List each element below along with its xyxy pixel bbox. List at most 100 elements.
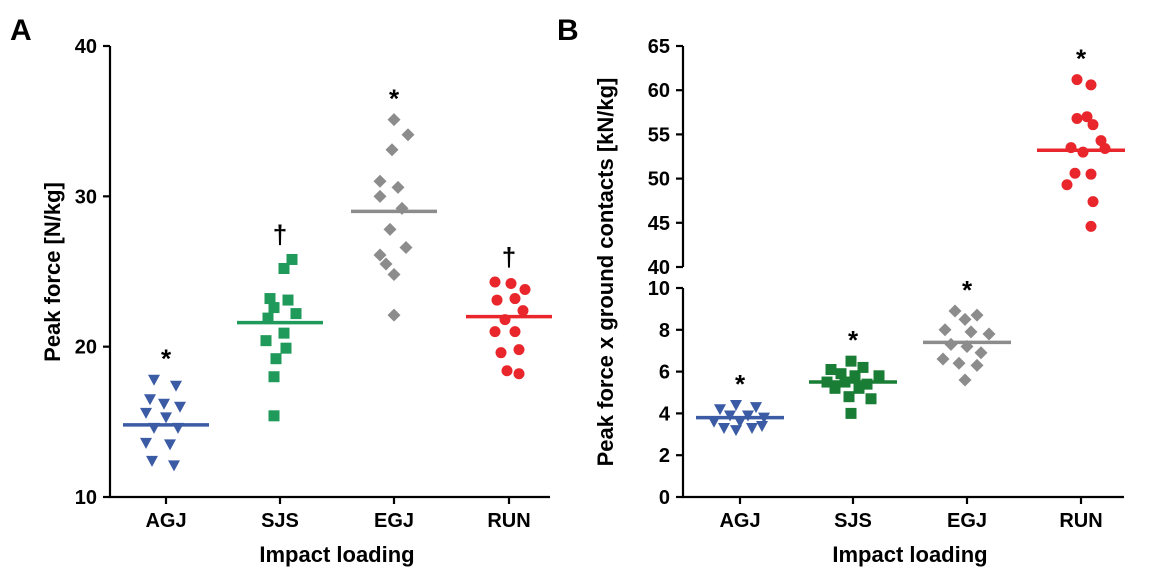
b-point-agj <box>730 400 742 412</box>
b-point-sjs <box>853 382 865 394</box>
a-point-sjs <box>290 308 302 320</box>
a-point-agj <box>170 380 182 392</box>
a-point-egj <box>373 189 387 203</box>
b-point-run <box>1071 74 1083 86</box>
b-point-egj <box>970 308 984 322</box>
a-significance-run: † <box>502 242 516 272</box>
a-point-sjs <box>262 312 274 324</box>
a-point-agj <box>172 422 184 434</box>
b-point-egj <box>982 327 996 341</box>
a-point-egj <box>385 143 399 157</box>
b-category-label-agj: AGJ <box>719 510 760 532</box>
panel-a-x-axis-title: Impact loading <box>259 542 414 567</box>
b-significance-egj: * <box>962 275 973 305</box>
b-lower-y-tick-label: 4 <box>659 403 671 425</box>
a-point-run <box>519 284 531 296</box>
b-point-egj <box>958 312 972 326</box>
a-point-egj <box>395 201 409 215</box>
a-y-tick-label: 40 <box>75 36 97 58</box>
a-point-run <box>509 326 521 338</box>
b-point-run <box>1099 143 1111 155</box>
b-lower-y-tick-label: 0 <box>659 487 670 509</box>
b-point-run <box>1085 168 1097 180</box>
a-point-run <box>491 294 503 306</box>
b-point-run <box>1085 220 1097 232</box>
b-lower-y-tick-label: 10 <box>648 278 670 300</box>
b-point-sjs <box>861 378 873 390</box>
panel-a: A 10 20 30 40 AGJ SJS EGJ RUN * † * † Peak force … <box>10 14 552 567</box>
b-point-egj <box>952 356 966 370</box>
b-point-sjs <box>843 391 855 403</box>
b-point-run <box>1085 79 1097 91</box>
b-point-sjs <box>825 364 837 376</box>
b-point-run <box>1061 179 1073 191</box>
b-point-sjs <box>857 361 869 373</box>
b-point-run <box>1071 112 1083 124</box>
panel-a-y-axis-title: Peak force [N/kg] <box>40 182 65 362</box>
b-point-sjs <box>845 407 857 419</box>
a-point-agj <box>140 407 152 419</box>
b-point-run <box>1069 167 1081 179</box>
b-point-agj <box>742 410 754 422</box>
b-point-egj <box>964 325 978 339</box>
b-point-agj <box>734 416 746 428</box>
b-upper-y-tick-label: 45 <box>648 213 670 235</box>
b-point-egj <box>960 340 974 354</box>
a-y-tick-label: 10 <box>75 487 97 509</box>
a-point-run <box>499 314 511 326</box>
b-upper-y-tick-label: 50 <box>648 169 670 191</box>
b-significance-run: * <box>1076 44 1087 74</box>
b-point-agj <box>708 416 720 428</box>
b-point-run <box>1087 119 1099 131</box>
b-point-sjs <box>873 370 885 382</box>
a-point-agj <box>146 455 158 467</box>
a-point-run <box>501 365 513 377</box>
a-point-sjs <box>268 410 280 422</box>
b-point-egj <box>974 346 988 360</box>
b-category-label-egj: EGJ <box>947 510 987 532</box>
b-point-agj <box>718 423 730 435</box>
a-category-label-egj: EGJ <box>374 510 414 532</box>
a-significance-egj: * <box>389 84 400 114</box>
a-point-agj <box>144 394 156 406</box>
b-point-egj <box>948 304 962 318</box>
b-upper-y-tick-label: 65 <box>648 36 670 58</box>
a-point-agj <box>140 437 152 449</box>
a-point-run <box>513 368 525 380</box>
a-point-egj <box>379 257 393 271</box>
panel-b-y-axis-title: Peak force x ground contacts [kN/kg] <box>593 78 618 467</box>
b-point-agj <box>746 423 758 435</box>
a-point-sjs <box>270 353 282 365</box>
b-point-agj <box>750 402 762 414</box>
b-point-agj <box>714 404 726 416</box>
a-point-sjs <box>260 335 272 347</box>
a-point-agj <box>168 460 180 472</box>
a-point-egj <box>391 180 405 194</box>
b-point-egj <box>936 352 950 366</box>
a-point-agj <box>174 401 186 413</box>
b-point-sjs <box>845 355 857 367</box>
b-point-run <box>1087 196 1099 208</box>
a-point-agj <box>164 439 176 451</box>
b-point-egj <box>970 358 984 372</box>
b-point-run <box>1065 142 1077 154</box>
b-lower-y-tick-label: 8 <box>659 320 670 342</box>
b-lower-y-tick-label: 6 <box>659 362 670 384</box>
a-point-sjs <box>278 327 290 339</box>
a-point-egj <box>387 113 401 127</box>
b-point-sjs <box>829 382 841 394</box>
b-category-label-sjs: SJS <box>834 510 872 532</box>
b-category-label-run: RUN <box>1059 510 1102 532</box>
a-significance-sjs: † <box>273 219 287 249</box>
b-lower-y-tick-label: 2 <box>659 445 670 467</box>
b-point-agj <box>724 410 736 422</box>
b-point-egj <box>938 323 952 337</box>
b-point-sjs <box>835 368 847 380</box>
panel-b-x-axis-title: Impact loading <box>832 542 987 567</box>
a-point-sjs <box>268 302 280 314</box>
a-point-run <box>509 293 521 305</box>
b-point-sjs <box>865 393 877 405</box>
a-point-agj <box>148 374 160 386</box>
